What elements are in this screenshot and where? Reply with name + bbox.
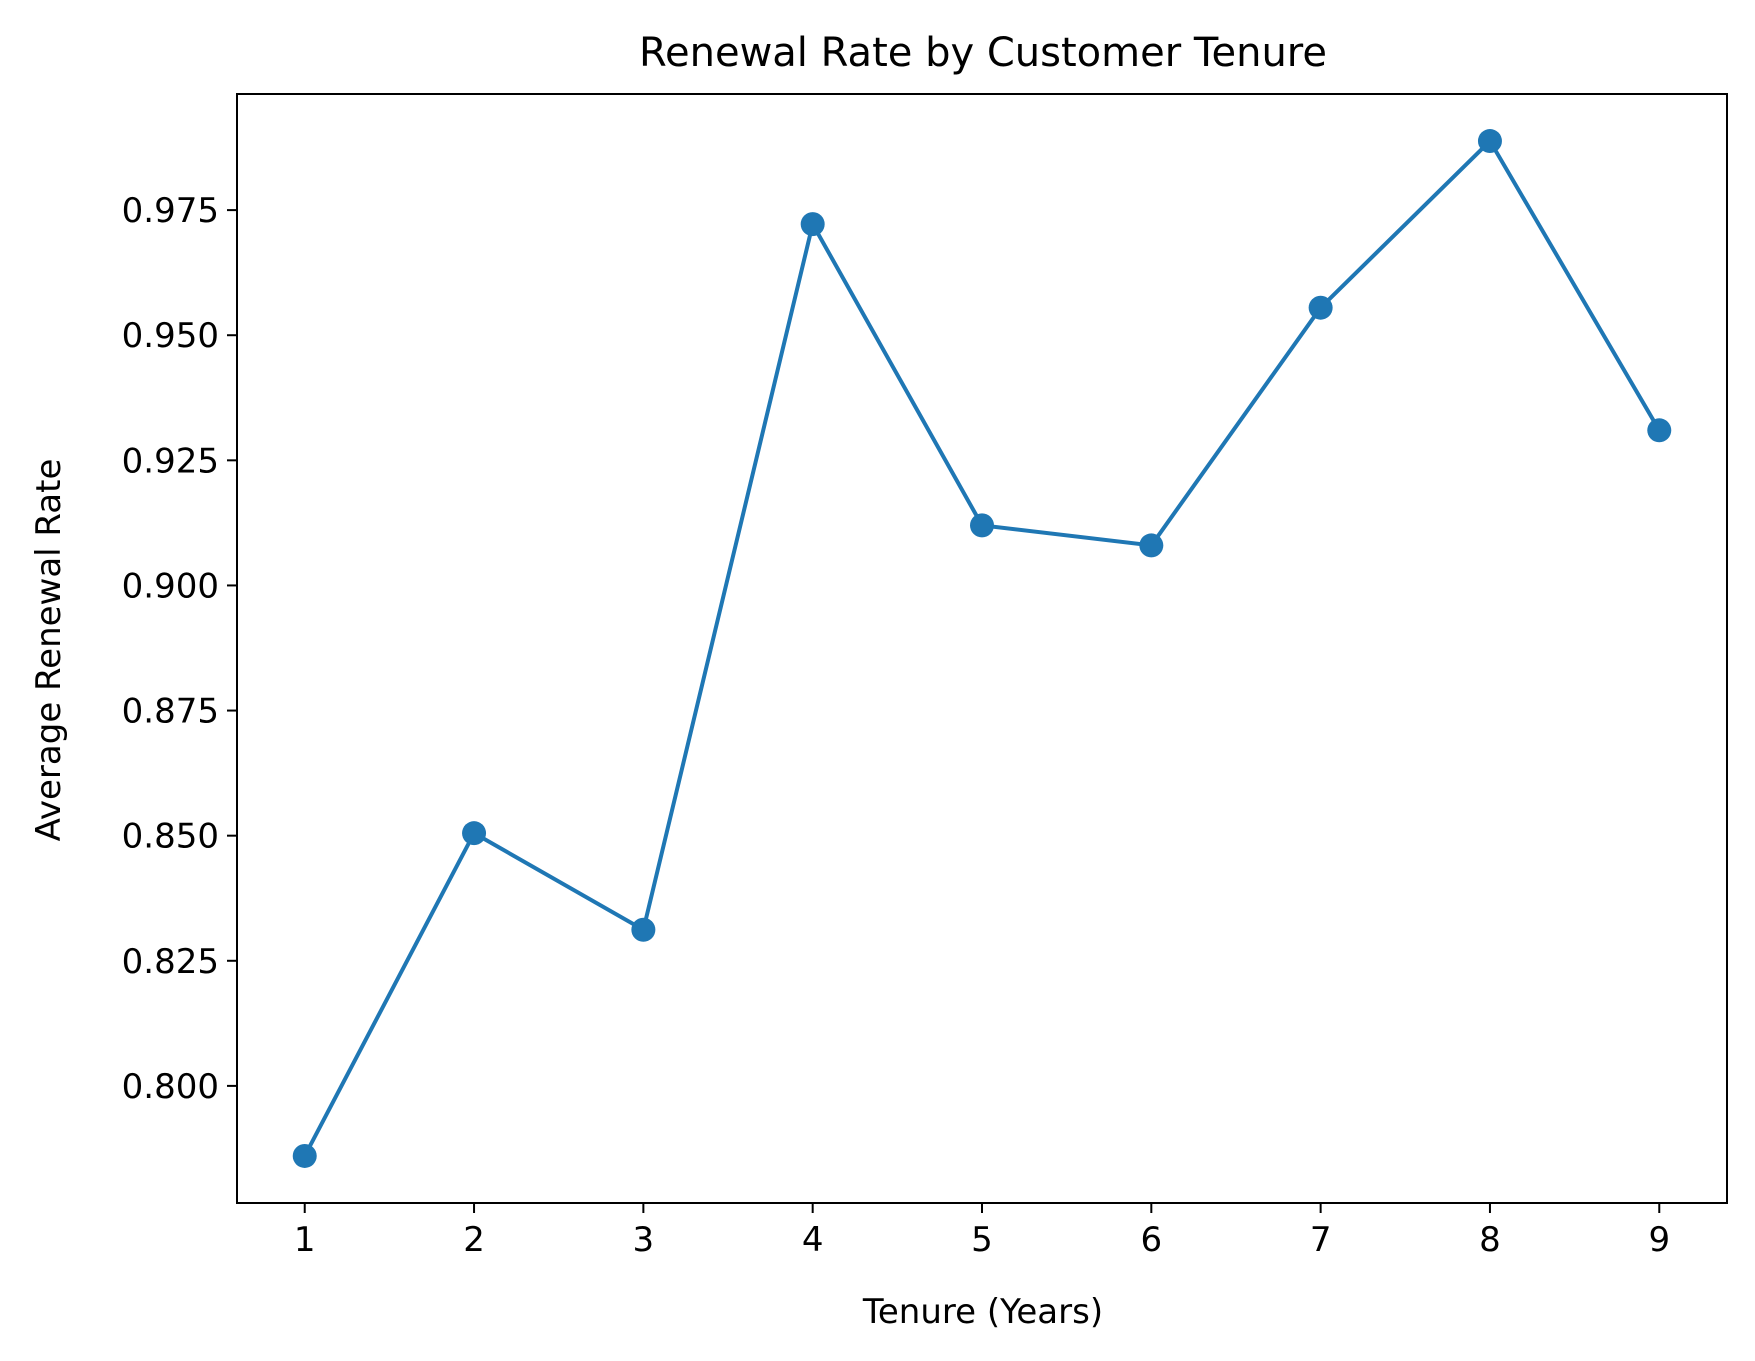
- y-tick-label: 0.825: [122, 942, 219, 982]
- x-axis-label: Tenure (Years): [862, 1292, 1103, 1332]
- x-tick-label: 5: [971, 1220, 993, 1260]
- x-tick-label: 8: [1479, 1220, 1501, 1260]
- x-tick-label: 1: [294, 1220, 316, 1260]
- data-point: [970, 513, 994, 538]
- series-line: [302, 139, 1662, 1158]
- x-tick-label: 2: [463, 1220, 485, 1260]
- x-tick-label: 6: [1140, 1220, 1162, 1260]
- x-tick-label: 3: [633, 1220, 655, 1260]
- data-point: [462, 821, 487, 846]
- y-tick-label: 0.925: [122, 441, 219, 481]
- data-point: [800, 212, 825, 237]
- data-point: [292, 1143, 317, 1168]
- x-tick-label: 7: [1310, 1220, 1332, 1260]
- data-point: [631, 917, 656, 942]
- y-axis-label: Average Renewal Rate: [29, 459, 69, 842]
- x-tick-label: 9: [1648, 1220, 1670, 1260]
- plot-frame: [236, 93, 1728, 1204]
- data-point: [1477, 129, 1502, 154]
- chart-title: Renewal Rate by Customer Tenure: [639, 30, 1327, 76]
- y-tick-label: 0.875: [122, 692, 219, 732]
- y-tick-label: 0.975: [122, 191, 219, 231]
- y-tick-label: 0.950: [122, 316, 219, 356]
- data-point: [1308, 295, 1333, 320]
- y-tick-label: 0.800: [122, 1067, 219, 1107]
- data-point: [1647, 418, 1672, 443]
- y-tick-label: 0.900: [122, 566, 219, 606]
- y-tick-label: 0.850: [122, 817, 219, 857]
- data-point: [1139, 533, 1164, 558]
- x-tick-label: 4: [802, 1220, 824, 1260]
